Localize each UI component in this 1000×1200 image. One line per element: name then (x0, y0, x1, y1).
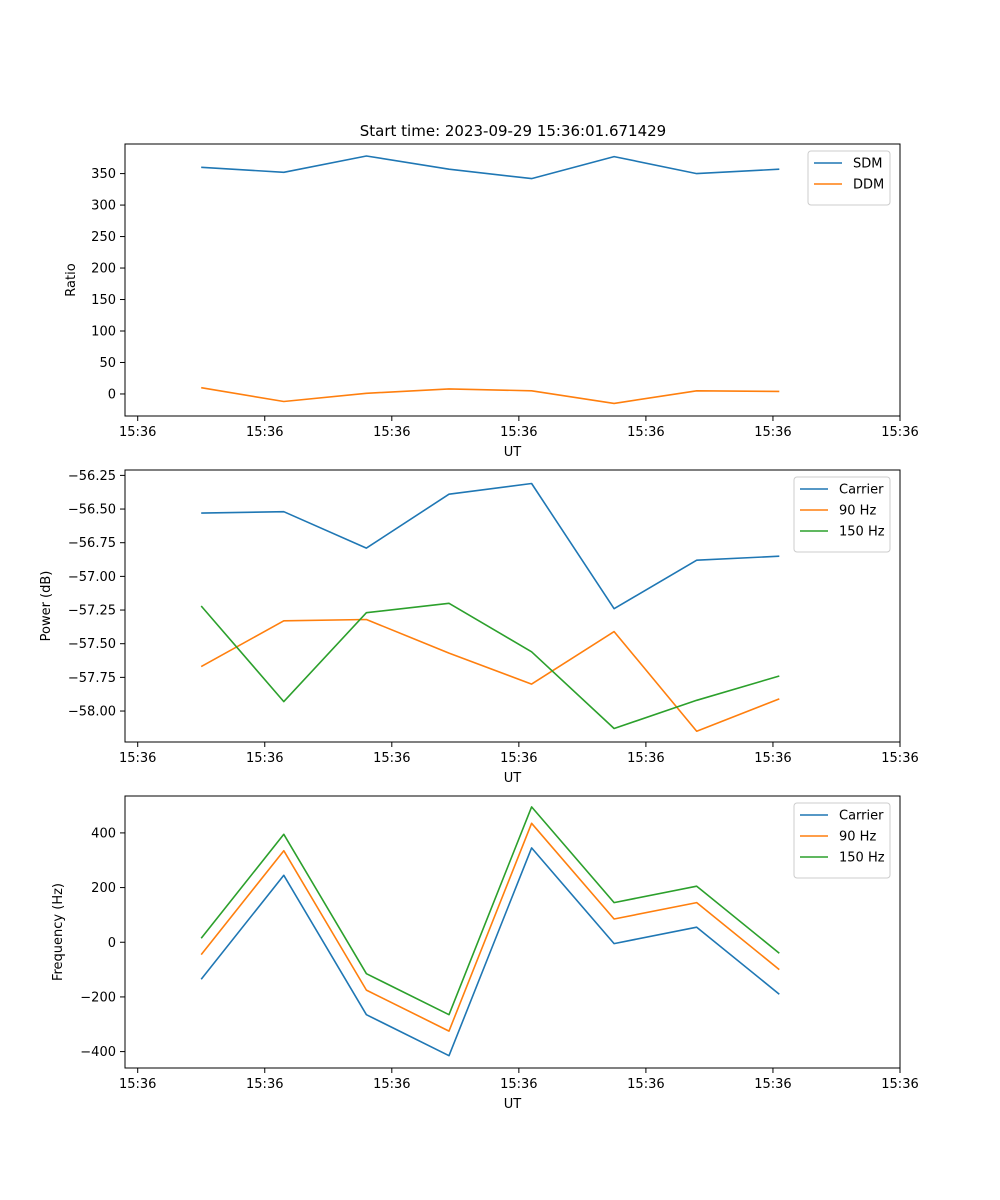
axes-frame (124, 795, 901, 1069)
y-tick-label: 0 (108, 936, 116, 951)
x-tick-label: 15:36 (754, 751, 791, 766)
x-tick-label: 15:36 (119, 425, 156, 440)
legend-label: Carrier (839, 809, 884, 824)
x-tick-label: 15:36 (881, 425, 918, 440)
series-line-90-hz (200, 822, 780, 1032)
y-tick-label: 350 (91, 167, 116, 182)
legend-label: 150 Hz (839, 851, 885, 866)
legend-label: 90 Hz (839, 504, 876, 519)
y-tick-label: 0 (108, 387, 116, 402)
x-axis-label: UT (504, 1097, 522, 1112)
legend-label: Carrier (839, 483, 884, 498)
y-tick-label: −56.25 (68, 469, 116, 484)
y-tick-label: −200 (80, 990, 116, 1005)
legend-label: 90 Hz (839, 830, 876, 845)
chart-panel-3: 15:3615:3615:3615:3615:3615:3615:3615:37… (51, 795, 919, 1112)
chart-panel-2: 15:3615:3615:3615:3615:3615:3615:3615:37… (39, 469, 919, 786)
y-tick-label: −57.25 (68, 604, 116, 619)
y-tick-label: 150 (91, 293, 116, 308)
y-tick-label: −58.00 (68, 705, 116, 720)
series-line-carrier (201, 482, 780, 610)
x-tick-label: 15:36 (627, 425, 664, 440)
y-tick-label: −56.75 (68, 536, 116, 551)
x-tick-label: 15:36 (119, 751, 156, 766)
x-axis-label: UT (504, 445, 522, 460)
y-axis-label: Power (dB) (39, 571, 54, 642)
y-tick-label: 250 (91, 230, 116, 245)
legend-box (793, 476, 891, 553)
y-tick-label: −57.50 (68, 637, 116, 652)
x-tick-label: 15:36 (246, 1077, 283, 1092)
x-tick-label: 15:36 (373, 1077, 410, 1092)
x-tick-label: 15:36 (373, 751, 410, 766)
x-tick-label: 15:36 (500, 751, 537, 766)
series-line-carrier (200, 847, 780, 1057)
series-line-150-hz (200, 806, 780, 1016)
y-tick-label: 100 (91, 325, 116, 340)
x-tick-label: 15:36 (881, 751, 918, 766)
y-tick-label: 300 (91, 199, 116, 214)
x-tick-label: 15:36 (373, 425, 410, 440)
x-axis-label: UT (504, 771, 522, 786)
x-tick-label: 15:36 (627, 1077, 664, 1092)
legend: Carrier 90 Hz 150 Hz (793, 802, 891, 879)
legend-box (807, 150, 891, 206)
series-line-150-hz (200, 602, 780, 730)
y-tick-label: −400 (80, 1045, 116, 1060)
chart-panels: 15:3615:3615:3615:3615:3615:3615:3615:37… (39, 143, 919, 1112)
legend-label: DDM (853, 178, 884, 193)
x-tick-label: 15:36 (881, 1077, 918, 1092)
x-tick-label: 15:36 (500, 1077, 537, 1092)
axes-frame (124, 143, 901, 417)
series-line-sdm (201, 155, 780, 180)
y-tick-label: −57.00 (68, 570, 116, 585)
y-tick-label: 50 (99, 356, 116, 371)
y-axis-label: Ratio (64, 263, 79, 296)
figure-title: Start time: 2023-09-29 15:36:01.671429 (360, 122, 666, 140)
x-tick-label: 15:36 (119, 1077, 156, 1092)
y-tick-label: 400 (91, 826, 116, 841)
y-tick-label: −56.50 (68, 503, 116, 518)
x-tick-label: 15:36 (754, 425, 791, 440)
y-tick-label: 200 (91, 881, 116, 896)
x-tick-label: 15:36 (246, 425, 283, 440)
y-axis-label: Frequency (Hz) (51, 883, 66, 981)
legend: SDM DDM (807, 150, 891, 206)
y-tick-label: 200 (91, 262, 116, 277)
series-line-90-hz (200, 618, 780, 733)
legend: Carrier 90 Hz 150 Hz (793, 476, 891, 553)
chart-panel-1: 15:3615:3615:3615:3615:3615:3615:3615:37… (64, 143, 919, 460)
legend-box (793, 802, 891, 879)
series-line-ddm (201, 386, 780, 405)
legend-label: SDM (853, 157, 882, 172)
x-tick-label: 15:36 (627, 751, 664, 766)
y-tick-label: −57.75 (68, 671, 116, 686)
x-tick-label: 15:36 (754, 1077, 791, 1092)
legend-label: 150 Hz (839, 525, 885, 540)
axes-frame (124, 469, 901, 743)
x-tick-label: 15:36 (246, 751, 283, 766)
x-tick-label: 15:36 (500, 425, 537, 440)
